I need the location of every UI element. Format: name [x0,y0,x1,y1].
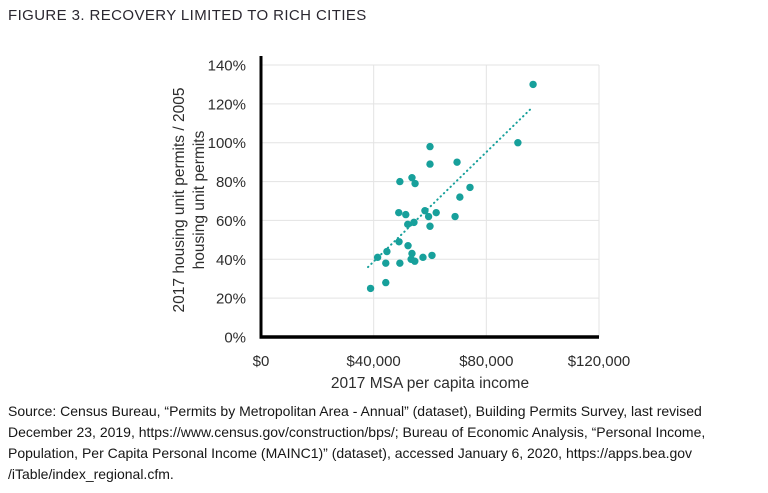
data-point [466,183,474,192]
data-point [421,207,429,215]
data-point [408,249,416,258]
source-line: /iTable/index_regional.cfm. [8,466,174,482]
data-point [451,212,459,221]
data-point [411,179,419,188]
chart-area: 0% 20% 40% 60% 80% 100% 120% 140% $0 $40,000 $80,0… [0,50,768,400]
data-point [395,238,403,246]
y-tick-label: 140% [208,58,246,75]
data-point [426,160,434,168]
source-line: Source: Census Bureau, “Permits by Metro… [8,403,702,419]
data-point [395,208,403,217]
y-tick-label: 40% [216,252,246,269]
y-axis-title-line2: housing unit permits [191,130,208,269]
x-tick-label: $40,000 [347,353,401,370]
source-citation: Source: Census Bureau, “Permits by Metro… [8,401,764,485]
data-point [402,210,410,219]
data-point [456,193,464,201]
figure-title: FIGURE 3. RECOVERY LIMITED TO RICH CITIE… [8,7,367,24]
data-point [411,257,419,265]
y-tick-label: 120% [208,96,246,113]
data-point [366,284,375,293]
data-point [396,177,404,186]
data-point [453,158,461,166]
trend-line [367,106,533,269]
y-tick-label: 60% [216,213,246,230]
source-line: Population, Per Capita Personal Income (… [8,445,693,461]
x-tick-label: $80,000 [459,353,513,370]
data-point [424,212,433,221]
x-tick-label: $0 [253,353,270,370]
source-line: December 23, 2019, https://www.census.go… [8,424,706,440]
x-tick-label: $120,000 [568,353,631,370]
data-point [382,259,390,267]
scatter-plot: 0% 20% 40% 60% 80% 100% 120% 140% $0 $40,000 $80,0… [171,56,631,392]
data-point [419,253,427,262]
y-axis-title-line1: 2017 housing unit permits / 2005 [171,88,188,313]
data-point [373,253,382,262]
data-point [410,218,418,227]
x-axis-title: 2017 MSA per capita income [331,375,529,392]
data-point [404,220,412,229]
y-tick-label: 100% [208,135,246,152]
data-point [426,142,434,151]
data-point [432,208,440,217]
y-tick-label: 0% [224,330,246,347]
y-tick-label: 80% [216,174,246,191]
data-point [382,278,390,287]
data-point [428,251,436,260]
data-point [383,247,391,256]
data-point [408,173,416,182]
data-point [396,259,404,267]
data-point [426,222,434,230]
data-point [529,80,537,89]
y-tick-label: 20% [216,291,246,308]
data-point [514,139,522,147]
data-point [404,241,412,250]
